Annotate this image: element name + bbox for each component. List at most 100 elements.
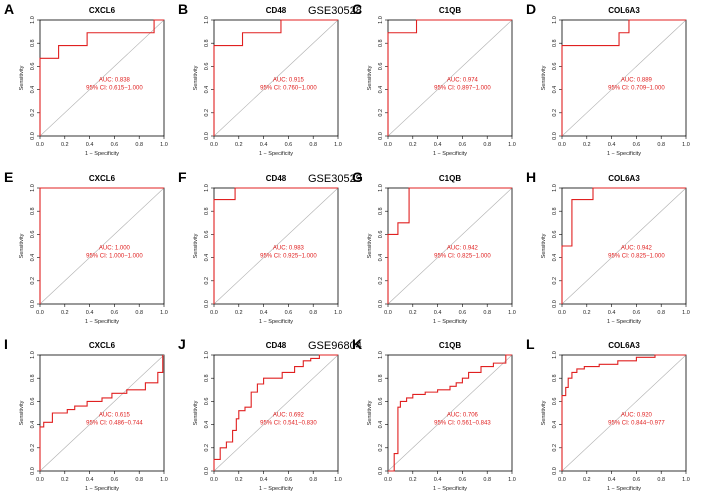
y-tick-label: 0.4	[552, 254, 558, 262]
y-tick-label: 0.8	[204, 207, 210, 215]
x-tick-label: 1.0	[334, 310, 342, 316]
y-tick-label: 0.0	[204, 467, 210, 475]
y-tick-label: 1.0	[204, 351, 210, 359]
roc-curve-line	[388, 354, 512, 472]
y-tick-label: 0.0	[30, 132, 36, 140]
y-tick-label: 1.0	[30, 16, 36, 24]
y-axis-label: Sensitivity	[367, 233, 373, 258]
y-tick-label: 1.0	[378, 351, 384, 359]
panel-title: COL6A3	[608, 6, 640, 15]
y-tick-label: 0.0	[378, 300, 384, 308]
panel-title: C1QB	[439, 174, 461, 183]
roc-panel-e: E CXCL6 0.0 0.2 0.4 0.6 0.8 1.0 0.0 0.2 0.4 0.6 0.8 1…	[4, 169, 168, 325]
ci-annotation: 95% CI: 0.486−0.744	[86, 421, 143, 427]
x-tick-label: 1.0	[508, 477, 516, 483]
y-tick-label: 0.2	[204, 444, 210, 452]
panel-letter: L	[526, 336, 535, 352]
roc-panel-f: F CD48 GSE30529 0.0 0.2 0.4 0.6 0.8 1.0 0.0 0.2 0.4…	[178, 169, 362, 325]
panel-letter: C	[352, 1, 362, 17]
x-tick-label: 1.0	[508, 310, 516, 316]
x-tick-label: 0.8	[309, 310, 317, 316]
reference-diagonal	[213, 354, 339, 472]
x-tick-label: 0.6	[459, 310, 467, 316]
x-tick-label: 0.0	[210, 142, 218, 148]
roc-curve-line	[561, 187, 686, 304]
x-tick-label: 0.0	[558, 310, 566, 316]
y-tick-label: 0.2	[30, 109, 36, 117]
y-tick-label: 1.0	[378, 16, 384, 24]
y-tick-label: 1.0	[378, 184, 384, 192]
y-tick-label: 0.4	[552, 86, 558, 94]
x-tick-label: 0.2	[583, 142, 591, 148]
panel-letter: K	[352, 336, 362, 352]
y-tick-label: 0.8	[378, 374, 384, 382]
x-axis-label: 1 − Specificity	[607, 319, 641, 325]
y-tick-label: 0.2	[30, 444, 36, 452]
panel-title: CXCL6	[89, 6, 116, 15]
x-tick-label: 0.8	[135, 477, 143, 483]
x-axis-label: 1 − Specificity	[607, 151, 641, 157]
x-tick-label: 0.0	[384, 477, 392, 483]
auc-annotation: AUC: 0.615	[99, 412, 131, 418]
dataset-label: GSE30529	[308, 173, 362, 185]
x-tick-label: 0.6	[459, 477, 467, 483]
x-tick-label: 0.2	[235, 142, 243, 148]
y-tick-label: 0.6	[552, 63, 558, 71]
x-tick-label: 0.8	[483, 477, 491, 483]
y-tick-label: 0.6	[30, 63, 36, 71]
x-tick-label: 0.2	[583, 477, 591, 483]
auc-annotation: AUC: 1.000	[99, 245, 131, 251]
y-tick-label: 0.8	[204, 374, 210, 382]
panel-letter: E	[4, 169, 13, 185]
y-tick-label: 0.0	[552, 300, 558, 308]
y-tick-label: 0.8	[552, 39, 558, 47]
panel-title: CXCL6	[89, 341, 116, 350]
y-tick-label: 0.2	[30, 277, 36, 285]
x-tick-label: 0.0	[210, 310, 218, 316]
y-tick-label: 0.6	[378, 231, 384, 239]
y-tick-label: 0.4	[204, 254, 210, 262]
panel-title: C1QB	[439, 6, 461, 15]
x-axis-label: 1 − Specificity	[433, 319, 467, 325]
x-tick-label: 1.0	[334, 477, 342, 483]
roc-panel-i: I CXCL6 0.0 0.2 0.4 0.6 0.8 1.0 0.0 0.2 0.4 0.6 0.8 1…	[4, 336, 168, 492]
panel-letter: F	[178, 169, 187, 185]
y-tick-label: 0.0	[552, 467, 558, 475]
auc-annotation: AUC: 0.706	[447, 412, 479, 418]
x-tick-label: 0.0	[384, 142, 392, 148]
y-tick-label: 0.8	[378, 207, 384, 215]
panel-title: CD48	[266, 6, 287, 15]
x-tick-label: 0.2	[61, 310, 69, 316]
reference-diagonal	[39, 19, 165, 137]
y-tick-label: 0.6	[30, 231, 36, 239]
y-tick-label: 0.8	[378, 39, 384, 47]
x-tick-label: 0.4	[86, 477, 94, 483]
auc-annotation: AUC: 0.915	[273, 77, 305, 83]
x-axis-label: 1 − Specificity	[85, 319, 119, 325]
y-tick-label: 0.8	[204, 39, 210, 47]
y-axis-label: Sensitivity	[193, 65, 199, 90]
y-axis-label: Sensitivity	[367, 400, 373, 425]
x-tick-label: 0.0	[558, 477, 566, 483]
ci-annotation: 95% CI: 0.825−1.000	[434, 254, 491, 260]
x-tick-label: 0.6	[285, 477, 293, 483]
y-tick-label: 0.4	[378, 86, 384, 94]
x-tick-label: 0.6	[285, 310, 293, 316]
x-tick-label: 1.0	[160, 477, 168, 483]
x-axis-label: 1 − Specificity	[259, 151, 293, 157]
ci-annotation: 95% CI: 0.615−1.000	[86, 86, 143, 92]
x-axis-label: 1 − Specificity	[85, 486, 119, 492]
panel-title: CD48	[266, 174, 287, 183]
panel-title: CD48	[266, 341, 287, 350]
y-tick-label: 1.0	[30, 184, 36, 192]
panel-letter: A	[4, 1, 14, 17]
panel-title: C1QB	[439, 341, 461, 350]
ci-annotation: 95% CI: 0.541−0.830	[260, 421, 317, 427]
y-tick-label: 0.6	[204, 231, 210, 239]
roc-panel-j: J CD48 GSE96804 0.0 0.2 0.4 0.6 0.8 1.0 0.0 0.2 0.4…	[178, 336, 362, 492]
y-axis-label: Sensitivity	[19, 233, 25, 258]
x-tick-label: 1.0	[682, 310, 690, 316]
ci-annotation: 95% CI: 0.709−1.000	[608, 86, 665, 92]
x-tick-label: 0.6	[285, 142, 293, 148]
